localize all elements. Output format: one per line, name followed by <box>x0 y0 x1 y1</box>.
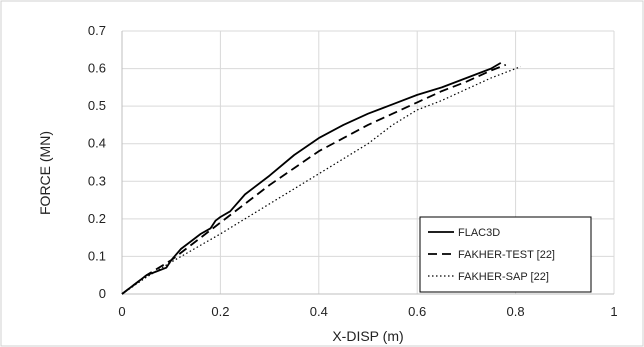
x-tick-label: 1 <box>610 304 617 319</box>
x-tick-label: 0.2 <box>211 304 229 319</box>
series-line-2 <box>121 66 521 295</box>
y-tick-label: 0.7 <box>88 23 106 38</box>
y-tick-label: 0.1 <box>88 248 106 263</box>
x-tick-label: 0.4 <box>310 304 328 319</box>
y-axis-title: FORCE (MN) <box>37 131 53 215</box>
x-tick-label: 0 <box>118 304 125 319</box>
legend-label: FLAC3D <box>458 227 500 239</box>
series-lines <box>121 62 521 295</box>
y-tick-label: 0.2 <box>88 211 106 226</box>
y-tick-label: 0.4 <box>88 136 106 151</box>
x-tick-label: 0.6 <box>408 304 426 319</box>
axes: 0 0.1 0.2 0.3 0.4 0.5 0.6 0.7 0 0.2 0.4 0.6 0.8 1 <box>88 23 618 319</box>
series-line-0 <box>121 62 502 295</box>
x-axis-title: X-DISP (m) <box>332 328 403 344</box>
series-line-1 <box>121 63 507 295</box>
y-tick-label: 0.3 <box>88 173 106 188</box>
legend-label: FAKHER-SAP [22] <box>458 271 549 283</box>
y-tick-label: 0 <box>99 286 106 301</box>
x-tick-label: 0.8 <box>507 304 525 319</box>
legend-label: FAKHER-TEST [22] <box>458 249 555 261</box>
legend: FLAC3D FAKHER-TEST [22] FAKHER-SAP [22] <box>419 216 592 293</box>
y-tick-label: 0.6 <box>88 61 106 76</box>
y-tick-label: 0.5 <box>88 98 106 113</box>
